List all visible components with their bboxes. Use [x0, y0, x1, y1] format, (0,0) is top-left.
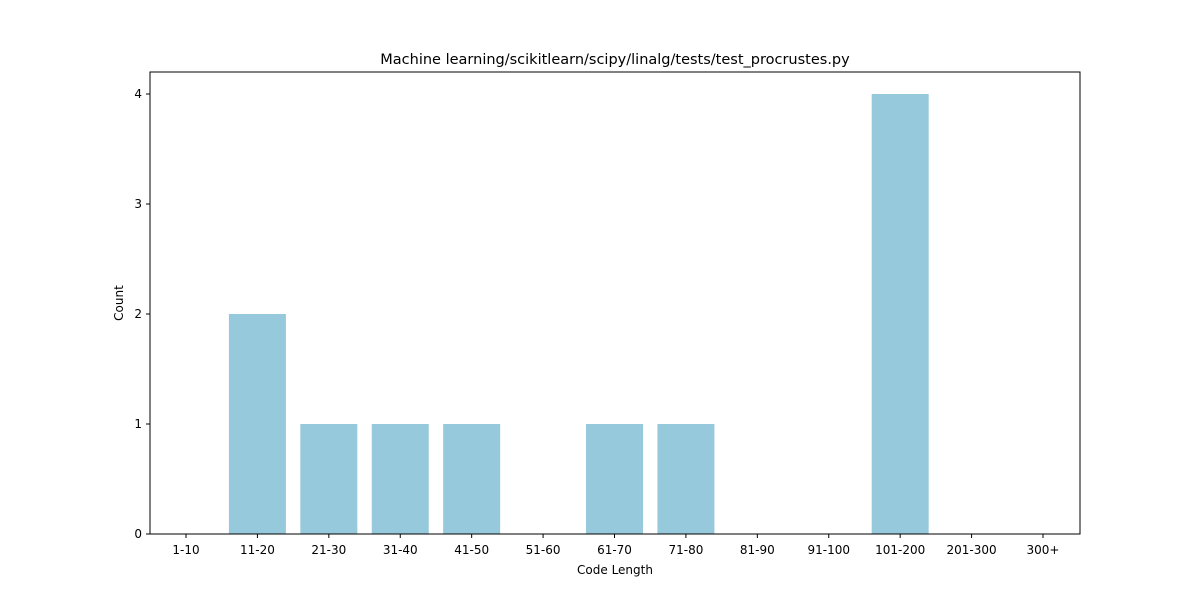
bar-11-20 [228, 314, 286, 534]
y-tick-label: 2 [134, 307, 142, 321]
bars-group [228, 94, 929, 534]
plot-area-frame [149, 71, 1081, 535]
x-tick-label: 71-80 [668, 543, 703, 557]
x-tick-label: 31-40 [383, 543, 418, 557]
bar-21-30 [300, 424, 358, 534]
x-axis-label: Code Length [577, 563, 653, 577]
x-tick-label: 300+ [1027, 543, 1060, 557]
y-axis-ticks: 0 1 2 3 4 [134, 87, 150, 541]
y-tick-label: 0 [134, 527, 142, 541]
x-tick-label: 51-60 [526, 543, 561, 557]
y-tick-label: 1 [134, 417, 142, 431]
x-tick-label: 21-30 [311, 543, 346, 557]
x-tick-label: 61-70 [597, 543, 632, 557]
bar-61-70 [586, 424, 643, 534]
y-tick-label: 4 [134, 87, 142, 101]
chart-title: Machine learning/scikitlearn/scipy/linal… [380, 52, 850, 68]
x-tick-label: 101-200 [875, 543, 925, 557]
x-tick-label: 201-300 [947, 543, 997, 557]
bar-101-200 [871, 94, 929, 534]
x-tick-label: 41-50 [454, 543, 489, 557]
bar-31-40 [371, 424, 429, 534]
y-tick-label: 3 [134, 197, 142, 211]
x-tick-label: 91-100 [807, 543, 850, 557]
x-tick-label: 81-90 [740, 543, 775, 557]
x-tick-label: 1-10 [172, 543, 199, 557]
y-axis-label: Count [112, 285, 126, 321]
x-axis-ticks: 1-10 11-20 21-30 31-40 41-50 51-60 61-70 71-80 8… [172, 534, 1059, 557]
bar-71-80 [657, 424, 715, 534]
bar-41-50 [443, 424, 501, 534]
x-tick-label: 11-20 [240, 543, 275, 557]
